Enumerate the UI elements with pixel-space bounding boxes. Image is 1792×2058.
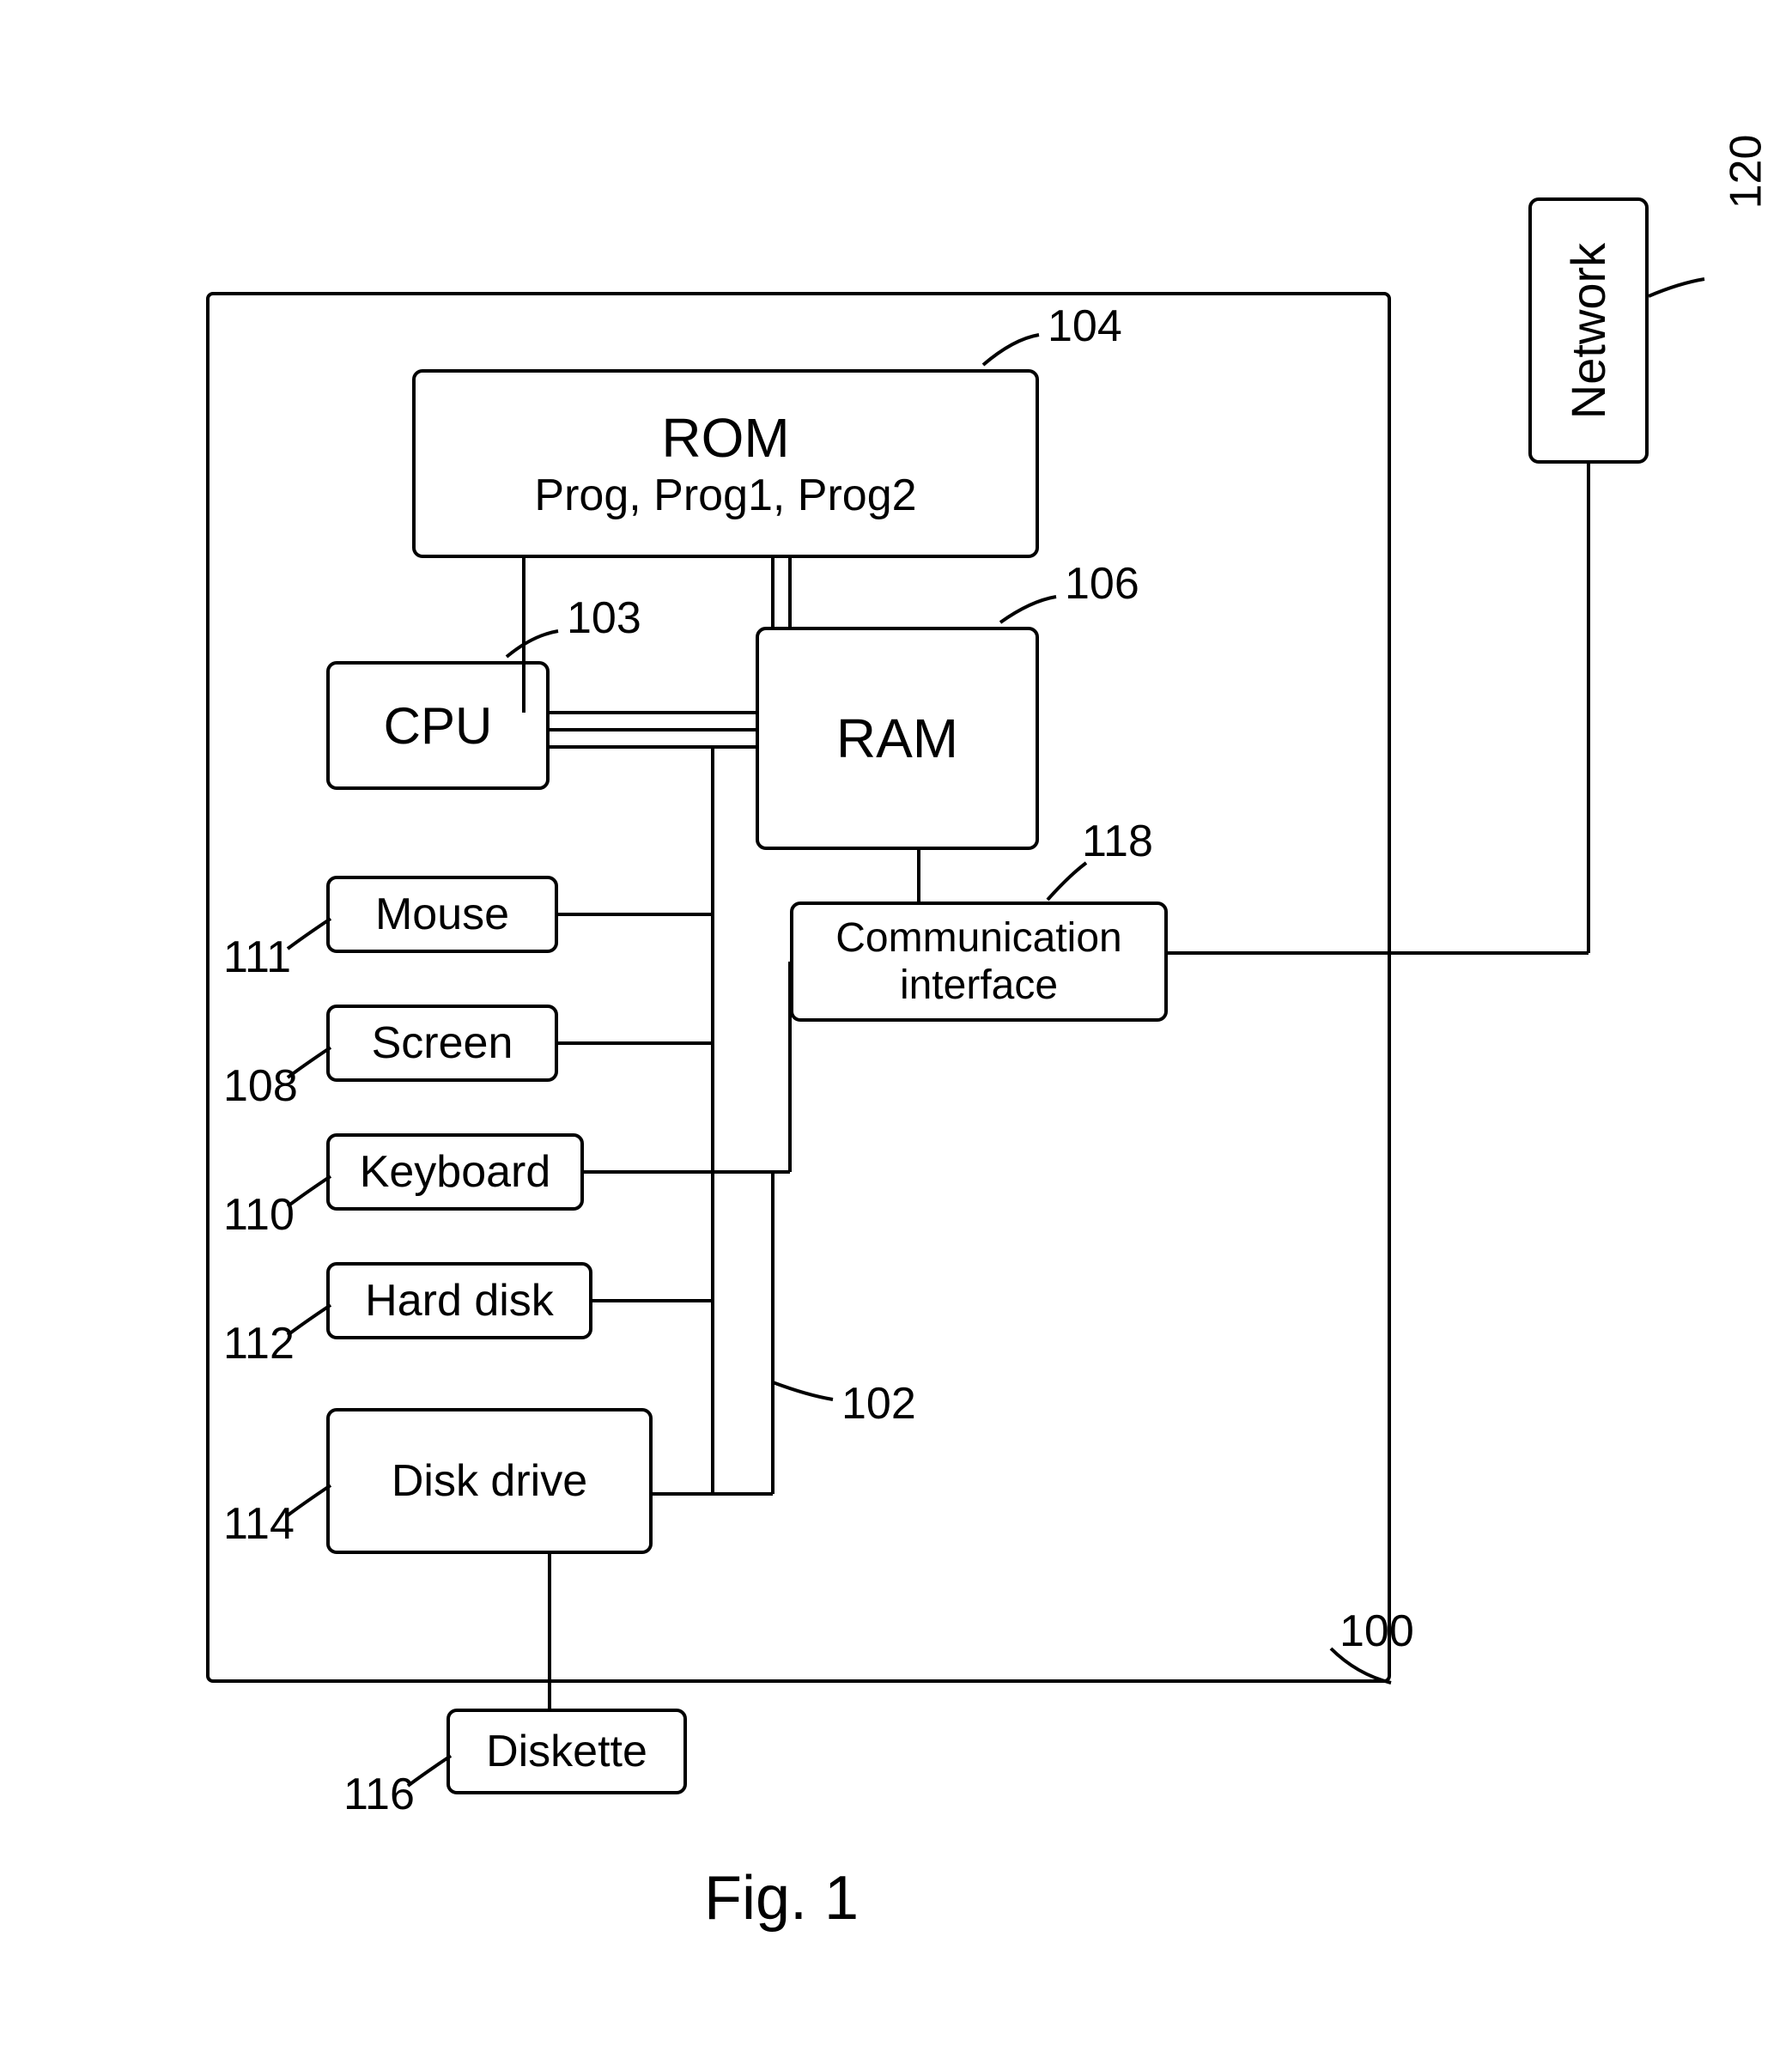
keyboard-box: Keyboard [326,1133,584,1211]
rom-label1: ROM [661,406,789,470]
ram-box: RAM [756,627,1039,850]
ref-116: 116 [343,1769,415,1820]
diskdrive-box: Disk drive [326,1408,653,1554]
keyboard-label: Keyboard [360,1146,551,1198]
ref-100: 100 [1339,1606,1414,1657]
ram-label: RAM [836,707,958,770]
mouse-label: Mouse [375,889,509,940]
mouse-box: Mouse [326,876,558,953]
ref-102: 102 [841,1378,916,1430]
ref-106: 106 [1065,558,1139,610]
diskette-box: Diskette [446,1709,687,1794]
ref-108: 108 [223,1060,298,1112]
comm-label1: Communication [835,914,1121,962]
ref-120: 120 [1720,135,1771,209]
ref-114: 114 [223,1498,295,1550]
harddisk-box: Hard disk [326,1262,592,1339]
network-label: Network [1561,242,1617,418]
ref-110: 110 [223,1189,295,1241]
screen-label: Screen [372,1017,513,1069]
figure-caption: Fig. 1 [704,1863,859,1934]
ref-111: 111 [223,932,291,983]
screen-box: Screen [326,1005,558,1082]
rom-label2: Prog, Prog1, Prog2 [534,470,916,521]
diskdrive-label: Disk drive [392,1455,587,1507]
cpu-box: CPU [326,661,550,790]
ref-118: 118 [1082,816,1153,867]
diskette-label: Diskette [486,1726,647,1777]
ref-104: 104 [1048,301,1122,352]
diagram-container: ROM Prog, Prog1, Prog2 CPU RAM Mouse Scr… [43,43,1749,2015]
network-box: Network [1528,197,1649,464]
comm-box: Communication interface [790,902,1168,1022]
rom-box: ROM Prog, Prog1, Prog2 [412,369,1039,558]
harddisk-label: Hard disk [365,1275,554,1326]
ref-103: 103 [567,592,641,644]
cpu-label: CPU [384,696,493,756]
ref-112: 112 [223,1318,295,1369]
comm-label2: interface [900,962,1058,1009]
